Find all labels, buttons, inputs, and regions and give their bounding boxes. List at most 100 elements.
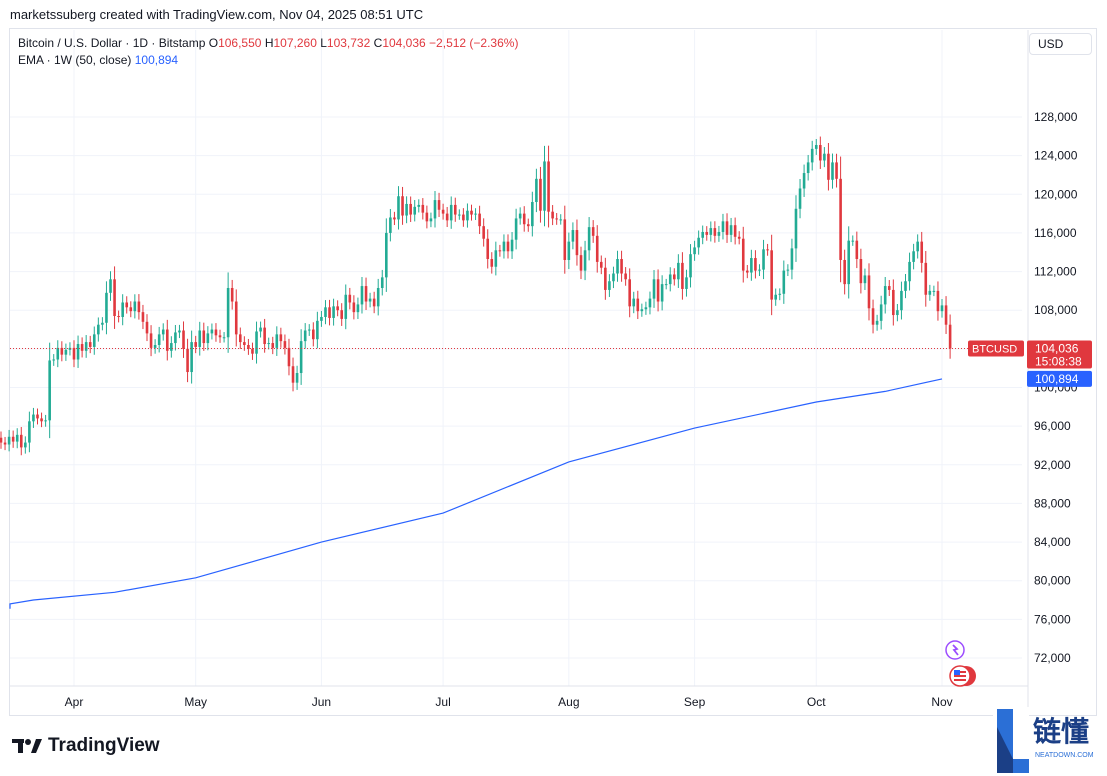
candle-body: [514, 218, 518, 240]
candle-body: [737, 236, 741, 239]
candle-body: [494, 250, 498, 267]
candle-body: [101, 322, 104, 325]
candle-body: [449, 204, 453, 221]
price-tick-label: 128,000: [1034, 110, 1078, 124]
candle-body: [681, 262, 684, 289]
candle-body: [664, 284, 668, 286]
candle-body: [518, 213, 522, 219]
candle-body: [230, 287, 234, 302]
candle-body: [587, 227, 591, 251]
candle-body: [806, 162, 810, 174]
ema-price-tag: [1027, 370, 1092, 387]
candle-body: [174, 332, 177, 344]
price-tick-label: 112,000: [1034, 265, 1077, 279]
change-value: −2,512 (−2.36%): [429, 36, 519, 50]
close-label: C: [373, 36, 383, 50]
watermark-text: 链懂: [1033, 716, 1089, 747]
candle-body: [445, 213, 449, 221]
candle-body: [178, 330, 181, 333]
candle-body: [624, 273, 627, 280]
candle-body: [332, 306, 335, 318]
candle-body: [798, 188, 802, 209]
candle-body: [385, 232, 388, 278]
symbol-name[interactable]: Bitcoin / U.S. Dollar · 1D · Bitstamp: [18, 36, 206, 50]
candle-body: [750, 258, 753, 273]
candle-body: [11, 436, 15, 442]
candle-body: [76, 344, 80, 360]
ema-indicator-name[interactable]: EMA · 1W (50, close): [18, 53, 132, 67]
candle-body: [831, 162, 834, 180]
us-economic-event-icon[interactable]: [949, 665, 976, 687]
candle-body: [608, 281, 611, 290]
ai-sparkle-icon[interactable]: [945, 640, 965, 660]
candle-body: [721, 221, 725, 232]
candle-body: [458, 214, 461, 216]
candle-body: [247, 344, 250, 349]
candle-body: [19, 434, 23, 448]
candle-body: [839, 178, 842, 260]
candle-body: [640, 309, 644, 312]
candle-body: [628, 279, 631, 307]
candle-body: [867, 275, 871, 309]
candle-body: [490, 259, 494, 267]
candle-body: [693, 247, 696, 255]
candle-body: [320, 316, 323, 321]
candle-body: [417, 204, 421, 207]
candle-body: [307, 329, 311, 331]
ema-layer: [9, 378, 943, 609]
candle-body: [535, 178, 538, 203]
ema-price-label: 100,894: [1035, 372, 1079, 386]
candle-body: [64, 349, 68, 355]
candle-body: [871, 308, 875, 325]
candle-body: [754, 258, 757, 271]
candle-body: [462, 214, 465, 221]
candle-body: [563, 219, 567, 260]
candle-body: [3, 442, 7, 445]
candle-body: [0, 437, 3, 443]
candle-body: [555, 218, 558, 220]
candle-body: [72, 347, 76, 360]
candle-body: [421, 204, 425, 213]
candle-body: [141, 312, 145, 322]
candle-body: [287, 347, 291, 367]
high-label: H: [264, 36, 274, 50]
attribution-text: marketssuberg created with TradingView.c…: [10, 7, 424, 22]
chart-pane[interactable]: [9, 28, 1097, 716]
candle-body: [782, 270, 786, 294]
candle-body: [271, 343, 275, 348]
candle-body: [924, 262, 928, 295]
candle-body: [770, 250, 773, 300]
candle-body: [677, 262, 680, 280]
candle-body: [133, 301, 137, 312]
candle-body: [660, 284, 664, 302]
candle-body: [685, 277, 688, 289]
candle-body: [539, 178, 542, 211]
ema-value: 100,894: [134, 53, 179, 67]
candle-body: [823, 153, 826, 161]
time-tick-label: Jun: [312, 695, 331, 709]
candle-body: [814, 145, 818, 149]
last-price-tag: [1027, 340, 1092, 369]
candle-layer: [0, 136, 952, 456]
candle-body: [401, 196, 404, 216]
candle-body: [32, 414, 35, 422]
candle-body: [478, 213, 481, 227]
candle-body: [97, 324, 100, 335]
candle-body: [279, 334, 283, 342]
candle-body: [506, 241, 510, 252]
tradingview-logo[interactable]: TradingView: [12, 735, 160, 757]
candle-body: [356, 304, 360, 313]
candle-body: [531, 202, 534, 227]
candle-body: [80, 344, 84, 351]
candle-body: [713, 228, 717, 236]
candle-body: [453, 204, 457, 215]
chart-legend: Bitcoin / U.S. Dollar · 1D · Bitstamp O1…: [18, 35, 518, 69]
candle-body: [502, 241, 506, 252]
candle-body: [243, 342, 246, 345]
candle-body: [900, 290, 903, 311]
currency-button[interactable]: USD: [1029, 33, 1092, 55]
candle-body: [170, 343, 173, 351]
candle-body: [113, 279, 116, 317]
candle-body: [238, 334, 242, 343]
